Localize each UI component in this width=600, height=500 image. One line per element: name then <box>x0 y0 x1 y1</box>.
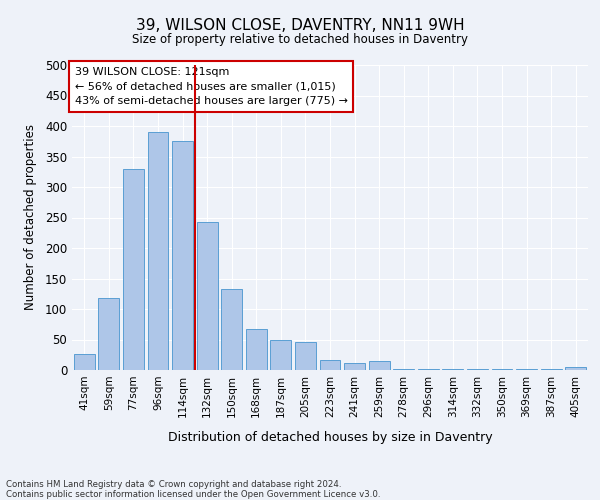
Bar <box>74 354 95 370</box>
Bar <box>368 362 389 370</box>
Bar <box>320 360 340 370</box>
X-axis label: Distribution of detached houses by size in Daventry: Distribution of detached houses by size … <box>167 431 493 444</box>
Bar <box>565 367 586 370</box>
Bar <box>295 342 316 370</box>
Bar <box>197 222 218 370</box>
Bar <box>221 289 242 370</box>
Bar <box>172 141 193 370</box>
Text: 39, WILSON CLOSE, DAVENTRY, NN11 9WH: 39, WILSON CLOSE, DAVENTRY, NN11 9WH <box>136 18 464 32</box>
Bar <box>148 132 169 370</box>
Text: Size of property relative to detached houses in Daventry: Size of property relative to detached ho… <box>132 32 468 46</box>
Text: Contains HM Land Registry data © Crown copyright and database right 2024.
Contai: Contains HM Land Registry data © Crown c… <box>6 480 380 499</box>
Bar <box>98 298 119 370</box>
Bar <box>271 340 292 370</box>
Bar <box>123 168 144 370</box>
Bar <box>246 328 267 370</box>
Bar <box>344 362 365 370</box>
Y-axis label: Number of detached properties: Number of detached properties <box>23 124 37 310</box>
Text: 39 WILSON CLOSE: 121sqm
← 56% of detached houses are smaller (1,015)
43% of semi: 39 WILSON CLOSE: 121sqm ← 56% of detache… <box>74 66 347 106</box>
